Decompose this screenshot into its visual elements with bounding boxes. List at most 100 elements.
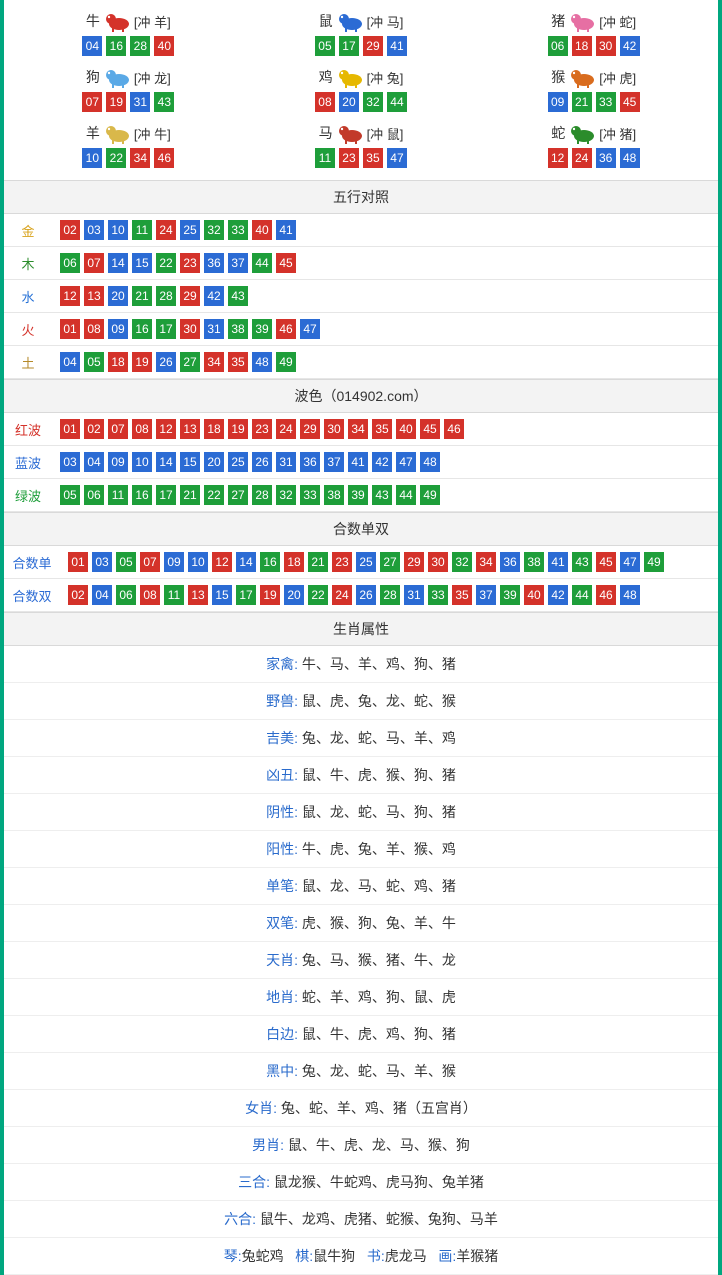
number-ball: 42 <box>620 36 640 56</box>
table-row: 水1213202128294243 <box>4 280 718 313</box>
spacer <box>355 1248 367 1264</box>
attr-label: 画: <box>438 1248 456 1264</box>
number-ball: 09 <box>164 552 184 572</box>
number-ball: 02 <box>68 585 88 605</box>
number-ball: 18 <box>108 352 128 372</box>
attr-row: 女肖: 兔、蛇、羊、鸡、猪（五宫肖） <box>4 1090 718 1127</box>
number-ball: 12 <box>60 286 80 306</box>
attr-text: 鼠、牛、虎、龙、马、猴、狗 <box>288 1137 470 1153</box>
number-ball: 30 <box>428 552 448 572</box>
number-ball: 14 <box>236 552 256 572</box>
zodiac-grid: 牛 [冲 羊]04162840鼠 [冲 马]05172941猪 [冲 蛇]061… <box>4 0 718 180</box>
zodiac-name: 牛 <box>86 11 100 31</box>
row-values: 0108091617303138394647 <box>52 313 718 346</box>
attr-label: 书: <box>367 1248 385 1264</box>
number-ball: 29 <box>180 286 200 306</box>
number-ball: 07 <box>82 92 102 112</box>
number-ball: 43 <box>372 485 392 505</box>
number-ball: 44 <box>396 485 416 505</box>
attr-row-multi: 琴:兔蛇鸡 棋:鼠牛狗 书:虎龙马 画:羊猴猪 <box>4 1238 718 1275</box>
number-ball: 09 <box>108 319 128 339</box>
section-head-wuxing: 五行对照 <box>4 180 718 214</box>
number-ball: 29 <box>300 419 320 439</box>
zodiac-name: 狗 <box>86 67 100 87</box>
row-values: 05061116172122272832333839434449 <box>52 479 718 512</box>
row-values: 04051819262734354849 <box>52 346 718 379</box>
number-ball: 25 <box>228 452 248 472</box>
number-ball: 33 <box>596 92 616 112</box>
row-label: 合数单 <box>4 546 60 579</box>
number-ball: 18 <box>284 552 304 572</box>
attr-text: 牛、马、羊、鸡、狗、猪 <box>302 656 456 672</box>
zodiac-chong: [冲 羊] <box>134 12 171 31</box>
number-ball: 18 <box>572 36 592 56</box>
number-ball: 06 <box>116 585 136 605</box>
number-ball: 45 <box>620 92 640 112</box>
number-ball: 15 <box>132 253 152 273</box>
number-ball: 06 <box>60 253 80 273</box>
zodiac-icon <box>335 122 365 144</box>
number-ball: 27 <box>228 485 248 505</box>
number-ball: 49 <box>420 485 440 505</box>
attr-text: 鼠、牛、虎、鸡、狗、猪 <box>302 1026 456 1042</box>
zodiac-number-row: 12243648 <box>477 148 710 168</box>
number-ball: 31 <box>204 319 224 339</box>
number-ball: 10 <box>188 552 208 572</box>
spacer <box>284 1248 296 1264</box>
zodiac-chong: [冲 龙] <box>134 68 171 87</box>
number-ball: 08 <box>315 92 335 112</box>
attr-label: 女肖: <box>245 1100 281 1116</box>
number-ball: 34 <box>476 552 496 572</box>
attr-text: 鼠牛、龙鸡、虎猪、蛇猴、兔狗、马羊 <box>260 1211 498 1227</box>
attr-row: 阴性: 鼠、龙、蛇、马、狗、猪 <box>4 794 718 831</box>
attr-label: 白边: <box>266 1026 302 1042</box>
zodiac-number-row: 06183042 <box>477 36 710 56</box>
number-ball: 47 <box>620 552 640 572</box>
number-ball: 41 <box>276 220 296 240</box>
number-ball: 01 <box>60 319 80 339</box>
number-ball: 47 <box>387 148 407 168</box>
zodiac-icon <box>335 66 365 88</box>
attr-row: 三合: 鼠龙猴、牛蛇鸡、虎马狗、兔羊猪 <box>4 1164 718 1201</box>
number-ball: 06 <box>548 36 568 56</box>
number-ball: 30 <box>596 36 616 56</box>
number-ball: 34 <box>348 419 368 439</box>
row-label: 合数双 <box>4 579 60 612</box>
row-label: 金 <box>4 214 52 247</box>
number-ball: 43 <box>228 286 248 306</box>
number-ball: 21 <box>308 552 328 572</box>
table-row: 合数单0103050709101214161821232527293032343… <box>4 546 718 579</box>
number-ball: 48 <box>620 585 640 605</box>
zodiac-name: 猴 <box>551 67 565 87</box>
zodiac-number-row: 08203244 <box>245 92 478 112</box>
zodiac-name: 蛇 <box>551 123 565 143</box>
attr-text: 兔蛇鸡 <box>242 1248 284 1264</box>
number-ball: 04 <box>82 36 102 56</box>
number-ball: 45 <box>596 552 616 572</box>
attr-text: 羊猴猪 <box>456 1248 498 1264</box>
number-ball: 19 <box>260 585 280 605</box>
number-ball: 43 <box>572 552 592 572</box>
zodiac-number-row: 10223446 <box>12 148 245 168</box>
row-values: 0102070812131819232429303435404546 <box>52 413 718 446</box>
zodiac-chong: [冲 鼠] <box>367 124 404 143</box>
number-ball: 28 <box>130 36 150 56</box>
number-ball: 22 <box>106 148 126 168</box>
number-ball: 41 <box>348 452 368 472</box>
attr-row: 野兽: 鼠、虎、兔、龙、蛇、猴 <box>4 683 718 720</box>
number-ball: 08 <box>84 319 104 339</box>
attr-label: 黑中: <box>266 1063 302 1079</box>
zodiac-cell: 牛 [冲 羊]04162840 <box>12 6 245 62</box>
attr-text: 鼠牛狗 <box>313 1248 355 1264</box>
attr-label: 家禽: <box>266 656 302 672</box>
number-ball: 38 <box>228 319 248 339</box>
number-ball: 36 <box>596 148 616 168</box>
number-ball: 25 <box>180 220 200 240</box>
number-ball: 47 <box>396 452 416 472</box>
number-ball: 01 <box>60 419 80 439</box>
attr-row: 天肖: 兔、马、猴、猪、牛、龙 <box>4 942 718 979</box>
attr-label: 阴性: <box>266 804 302 820</box>
attr-row: 双笔: 虎、猴、狗、兔、羊、牛 <box>4 905 718 942</box>
number-ball: 20 <box>108 286 128 306</box>
zodiac-cell: 马 [冲 鼠]11233547 <box>245 118 478 174</box>
